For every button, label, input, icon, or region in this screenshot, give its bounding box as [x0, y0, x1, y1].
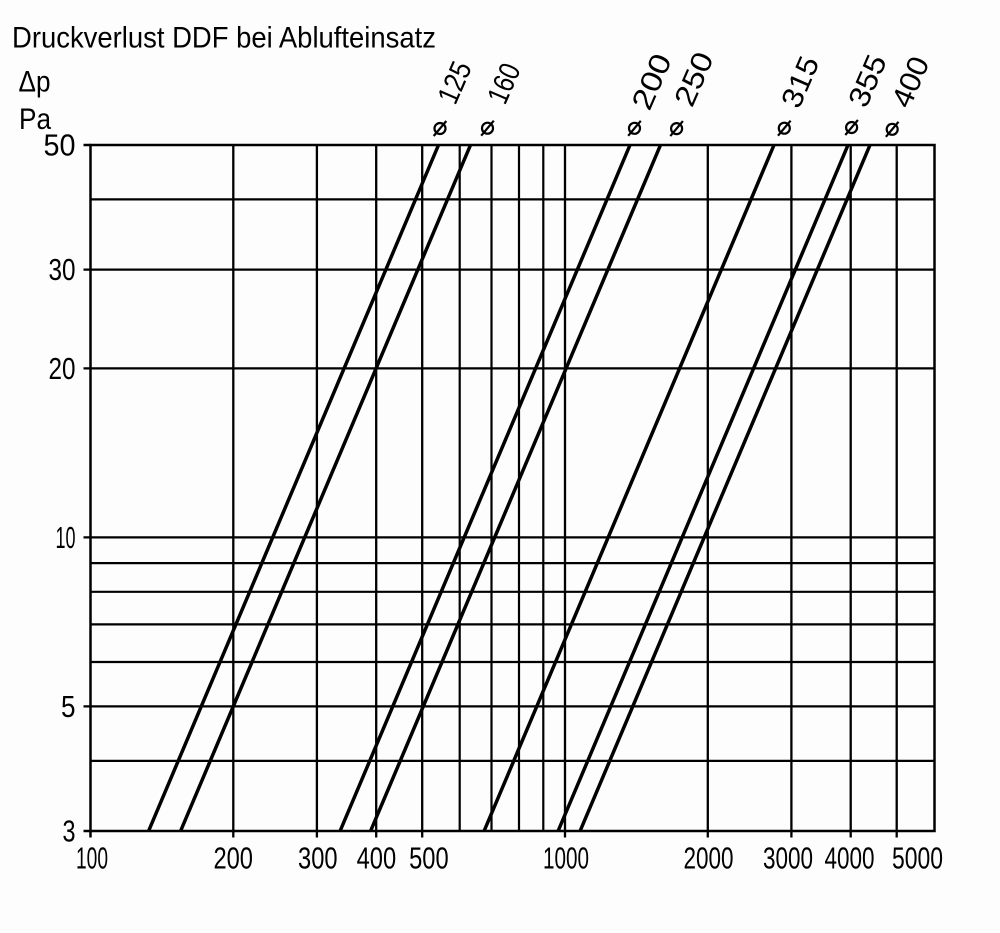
svg-text:20: 20 [49, 351, 76, 386]
svg-text:50: 50 [44, 128, 76, 163]
svg-text:10: 10 [56, 520, 76, 555]
svg-text:100: 100 [76, 841, 108, 876]
svg-text:2000: 2000 [684, 841, 734, 876]
svg-text:500: 500 [409, 841, 449, 876]
svg-text:300: 300 [298, 841, 338, 876]
svg-text:3: 3 [63, 814, 76, 849]
svg-text:Pa: Pa [19, 103, 52, 136]
svg-text:30: 30 [49, 252, 76, 287]
svg-text:Δp: Δp [19, 66, 51, 99]
svg-text:5000: 5000 [892, 841, 943, 876]
svg-text:3000: 3000 [763, 841, 813, 876]
svg-text:Druckverlust DDF bei Abluftein: Druckverlust DDF bei Ablufteinsatz [12, 22, 436, 55]
svg-text:1000: 1000 [543, 841, 589, 876]
svg-text:4000: 4000 [825, 841, 875, 876]
svg-text:5: 5 [61, 689, 76, 724]
svg-text:200: 200 [213, 841, 253, 876]
svg-text:400: 400 [357, 841, 397, 876]
